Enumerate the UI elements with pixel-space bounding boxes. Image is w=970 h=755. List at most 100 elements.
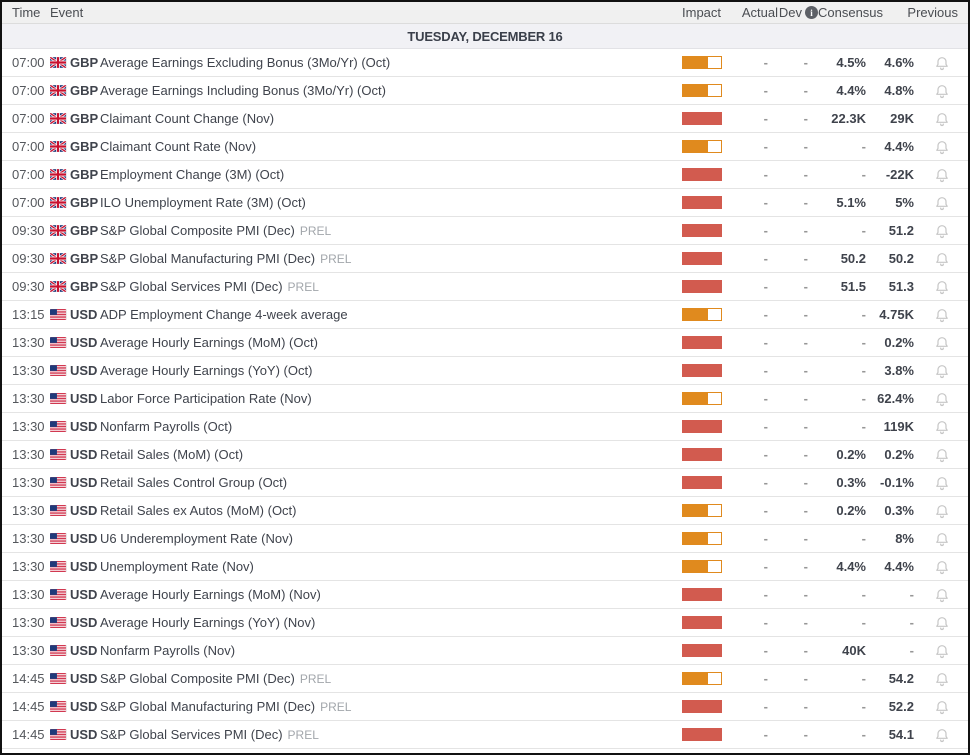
deviation-value: - bbox=[803, 587, 808, 602]
event-name[interactable]: Average Hourly Earnings (YoY) (Nov) bbox=[100, 615, 680, 630]
event-name[interactable]: ILO Unemployment Rate (3M) (Oct) bbox=[100, 195, 680, 210]
table-row[interactable]: 13:30 USD Average Hour bbox=[2, 357, 968, 385]
column-header-event[interactable]: Event bbox=[50, 5, 84, 20]
alert-bell-button[interactable] bbox=[924, 251, 960, 267]
event-name[interactable]: S&P Global Services PMI (Dec) PREL bbox=[100, 727, 680, 742]
event-title: Average Hourly Earnings (YoY) (Oct) bbox=[100, 363, 313, 378]
united-states-flag-icon bbox=[50, 617, 66, 628]
event-name[interactable]: U6 Underemployment Rate (Nov) bbox=[100, 531, 680, 546]
table-row[interactable]: 13:30 USD Retail Sales bbox=[2, 469, 968, 497]
event-name[interactable]: Unemployment Rate (Nov) bbox=[100, 559, 680, 574]
table-row[interactable]: 09:30 GBP S&P Global M bbox=[2, 245, 968, 273]
event-name[interactable]: S&P Global Services PMI (Dec) PREL bbox=[100, 279, 680, 294]
table-row[interactable]: 13:30 USD Retail Sales bbox=[2, 441, 968, 469]
event-name[interactable]: Average Earnings Excluding Bonus (3Mo/Yr… bbox=[100, 55, 680, 70]
table-row[interactable]: 07:00 GBP Average Earn bbox=[2, 49, 968, 77]
alert-bell-button[interactable] bbox=[924, 643, 960, 659]
alert-bell-button[interactable] bbox=[924, 587, 960, 603]
alert-bell-button[interactable] bbox=[924, 475, 960, 491]
country-flag bbox=[50, 337, 70, 348]
table-row[interactable]: 09:30 GBP S&P Global S bbox=[2, 273, 968, 301]
alert-bell-button[interactable] bbox=[924, 307, 960, 323]
notification-bell-icon bbox=[936, 224, 948, 238]
deviation-value: - bbox=[803, 643, 808, 658]
table-row[interactable]: 13:30 USD Nonfarm Payr bbox=[2, 413, 968, 441]
alert-bell-button[interactable] bbox=[924, 111, 960, 127]
table-row[interactable]: 13:15 USD ADP Employme bbox=[2, 301, 968, 329]
alert-bell-button[interactable] bbox=[924, 55, 960, 71]
event-name[interactable]: Average Hourly Earnings (MoM) (Nov) bbox=[100, 587, 680, 602]
table-row[interactable]: 07:00 GBP Average Earn bbox=[2, 77, 968, 105]
table-row[interactable]: 13:30 USD Average Hour bbox=[2, 329, 968, 357]
table-row[interactable]: 07:00 GBP Claimant Cou bbox=[2, 105, 968, 133]
alert-bell-button[interactable] bbox=[924, 447, 960, 463]
alert-bell-button[interactable] bbox=[924, 167, 960, 183]
currency-code: USD bbox=[70, 447, 98, 462]
alert-bell-button[interactable] bbox=[924, 363, 960, 379]
event-name[interactable]: Claimant Count Rate (Nov) bbox=[100, 139, 680, 154]
event-name[interactable]: Labor Force Participation Rate (Nov) bbox=[100, 391, 680, 406]
actual-value: - bbox=[763, 531, 768, 546]
event-name[interactable]: Average Earnings Including Bonus (3Mo/Yr… bbox=[100, 83, 680, 98]
alert-bell-button[interactable] bbox=[924, 727, 960, 743]
alert-bell-button[interactable] bbox=[924, 503, 960, 519]
alert-bell-button[interactable] bbox=[924, 391, 960, 407]
table-row[interactable]: 13:30 USD Average Hour bbox=[2, 609, 968, 637]
alert-bell-button[interactable] bbox=[924, 83, 960, 99]
info-icon[interactable]: i bbox=[805, 6, 818, 19]
alert-bell-button[interactable] bbox=[924, 671, 960, 687]
event-name[interactable]: Average Hourly Earnings (YoY) (Oct) bbox=[100, 363, 680, 378]
united-kingdom-flag-icon bbox=[50, 197, 66, 208]
column-header-impact[interactable]: Impact bbox=[682, 5, 722, 20]
impact-cell bbox=[680, 56, 738, 69]
event-name[interactable]: Nonfarm Payrolls (Nov) bbox=[100, 643, 680, 658]
table-row[interactable]: 13:30 USD Labor Force bbox=[2, 385, 968, 413]
column-header-time[interactable]: Time bbox=[12, 5, 41, 20]
actual-value: - bbox=[763, 167, 768, 182]
previous-value: 3.8% bbox=[884, 363, 914, 378]
alert-bell-button[interactable] bbox=[924, 419, 960, 435]
alert-bell-button[interactable] bbox=[924, 531, 960, 547]
column-header-consensus[interactable]: Consensus bbox=[818, 5, 884, 20]
impact-cell bbox=[680, 700, 738, 713]
table-row[interactable]: 13:30 USD Unemployment bbox=[2, 553, 968, 581]
table-row[interactable]: 13:30 USD Nonfarm Payr bbox=[2, 637, 968, 665]
alert-bell-button[interactable] bbox=[924, 335, 960, 351]
event-name[interactable]: Average Hourly Earnings (MoM) (Oct) bbox=[100, 335, 680, 350]
column-header-previous[interactable]: Previous bbox=[907, 5, 958, 20]
table-row[interactable]: 13:30 USD Average Hour bbox=[2, 581, 968, 609]
impact-bar bbox=[682, 224, 722, 237]
event-name[interactable]: Retail Sales Control Group (Oct) bbox=[100, 475, 680, 490]
alert-bell-button[interactable] bbox=[924, 699, 960, 715]
event-name[interactable]: S&P Global Composite PMI (Dec) PREL bbox=[100, 223, 680, 238]
event-name[interactable]: S&P Global Manufacturing PMI (Dec) PREL bbox=[100, 699, 680, 714]
event-name[interactable]: S&P Global Composite PMI (Dec) PREL bbox=[100, 671, 680, 686]
table-row[interactable]: 07:00 GBP Claimant Cou bbox=[2, 133, 968, 161]
table-row[interactable]: 13:30 USD U6 Underempl bbox=[2, 525, 968, 553]
table-row[interactable]: 14:45 USD S&P Global M bbox=[2, 693, 968, 721]
table-row[interactable]: 07:00 GBP Employment C bbox=[2, 161, 968, 189]
alert-bell-button[interactable] bbox=[924, 139, 960, 155]
event-time: 13:30 bbox=[12, 475, 45, 490]
table-row[interactable]: 07:00 GBP ILO Unemploy bbox=[2, 189, 968, 217]
table-row[interactable]: 09:30 GBP S&P Global C bbox=[2, 217, 968, 245]
event-name[interactable]: Employment Change (3M) (Oct) bbox=[100, 167, 680, 182]
alert-bell-button[interactable] bbox=[924, 615, 960, 631]
event-name[interactable]: S&P Global Manufacturing PMI (Dec) PREL bbox=[100, 251, 680, 266]
event-name[interactable]: Claimant Count Change (Nov) bbox=[100, 111, 680, 126]
alert-bell-button[interactable] bbox=[924, 223, 960, 239]
event-name[interactable]: Retail Sales (MoM) (Oct) bbox=[100, 447, 680, 462]
table-row[interactable]: 14:45 USD S&P Global S bbox=[2, 721, 968, 749]
alert-bell-button[interactable] bbox=[924, 559, 960, 575]
table-row[interactable]: 14:45 USD S&P Global C bbox=[2, 665, 968, 693]
column-header-dev[interactable]: Dev i bbox=[778, 5, 818, 20]
alert-bell-button[interactable] bbox=[924, 279, 960, 295]
column-header-actual[interactable]: Actual bbox=[741, 5, 778, 20]
event-name[interactable]: Retail Sales ex Autos (MoM) (Oct) bbox=[100, 503, 680, 518]
event-title: S&P Global Manufacturing PMI (Dec) bbox=[100, 699, 316, 714]
event-name[interactable]: ADP Employment Change 4-week average bbox=[100, 307, 680, 322]
alert-bell-button[interactable] bbox=[924, 195, 960, 211]
event-name[interactable]: Nonfarm Payrolls (Oct) bbox=[100, 419, 680, 434]
deviation-value: - bbox=[803, 531, 808, 546]
table-row[interactable]: 13:30 USD Retail Sales bbox=[2, 497, 968, 525]
